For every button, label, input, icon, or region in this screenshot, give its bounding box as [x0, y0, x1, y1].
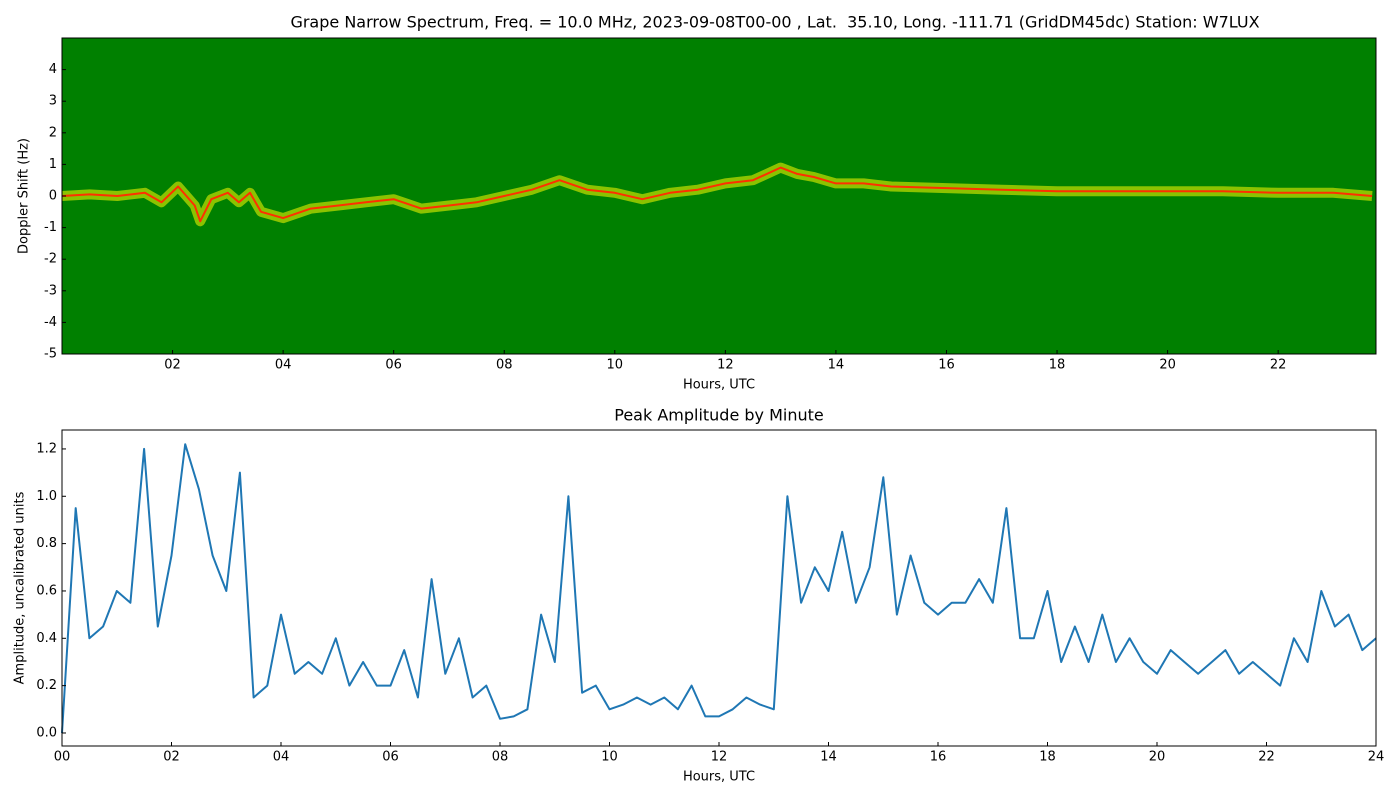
y-tick-label: -2	[44, 252, 57, 267]
x-tick-label: 18	[1039, 750, 1056, 765]
y-tick-label: 0.4	[36, 631, 57, 646]
y-tick-label: 0.0	[36, 725, 57, 740]
plot-frame	[61, 429, 1377, 747]
chart-title: Peak Amplitude by Minute	[614, 406, 824, 425]
x-tick-label: 06	[382, 750, 399, 765]
y-tick-label: 0.2	[36, 678, 57, 693]
x-tick-label: 10	[607, 358, 624, 373]
x-tick-label: 20	[1149, 750, 1166, 765]
x-tick-label: 06	[385, 358, 402, 373]
y-tick-label: 1	[49, 157, 57, 172]
x-tick-label: 02	[164, 358, 181, 373]
y-tick-label: 3	[49, 94, 57, 109]
x-tick-label: 22	[1270, 358, 1287, 373]
doppler-trace	[61, 166, 1373, 223]
y-tick-label: 0.8	[36, 536, 57, 551]
x-axis-label: Hours, UTC	[683, 378, 755, 393]
y-tick-label: -1	[44, 220, 57, 235]
x-tick-label: 10	[601, 750, 618, 765]
y-tick-label: -5	[44, 347, 57, 362]
y-tick-label: -3	[44, 283, 57, 298]
x-tick-label: 00	[54, 750, 71, 765]
x-tick-label: 24	[1368, 750, 1385, 765]
x-tick-label: 14	[820, 750, 837, 765]
x-tick-label: 08	[492, 750, 509, 765]
x-tick-label: 20	[1159, 358, 1176, 373]
x-tick-label: 02	[163, 750, 180, 765]
y-tick-label: -4	[44, 315, 57, 330]
x-tick-label: 12	[717, 358, 734, 373]
x-tick-label: 16	[938, 358, 955, 373]
x-tick-label: 16	[930, 750, 947, 765]
x-tick-label: 14	[828, 358, 845, 373]
y-tick-label: 4	[49, 62, 57, 77]
y-tick-label: 0.6	[36, 583, 57, 598]
x-tick-label: 22	[1258, 750, 1275, 765]
x-tick-label: 04	[273, 750, 290, 765]
amplitude-line	[61, 443, 1377, 734]
y-tick-label: 1.0	[36, 489, 57, 504]
x-tick-label: 04	[275, 358, 292, 373]
y-tick-label: 0	[49, 189, 57, 204]
chart-title: Grape Narrow Spectrum, Freq. = 10.0 MHz,…	[290, 13, 1259, 32]
x-tick-label: 18	[1049, 358, 1066, 373]
x-axis-label: Hours, UTC	[683, 770, 755, 785]
y-axis-label: Doppler Shift (Hz)	[17, 138, 32, 254]
x-tick-label: 12	[711, 750, 728, 765]
y-axis-label: Amplitude, uncalibrated units	[13, 491, 28, 684]
y-tick-label: 1.2	[36, 441, 57, 456]
x-tick-label: 08	[496, 358, 513, 373]
y-tick-label: 2	[49, 125, 57, 140]
